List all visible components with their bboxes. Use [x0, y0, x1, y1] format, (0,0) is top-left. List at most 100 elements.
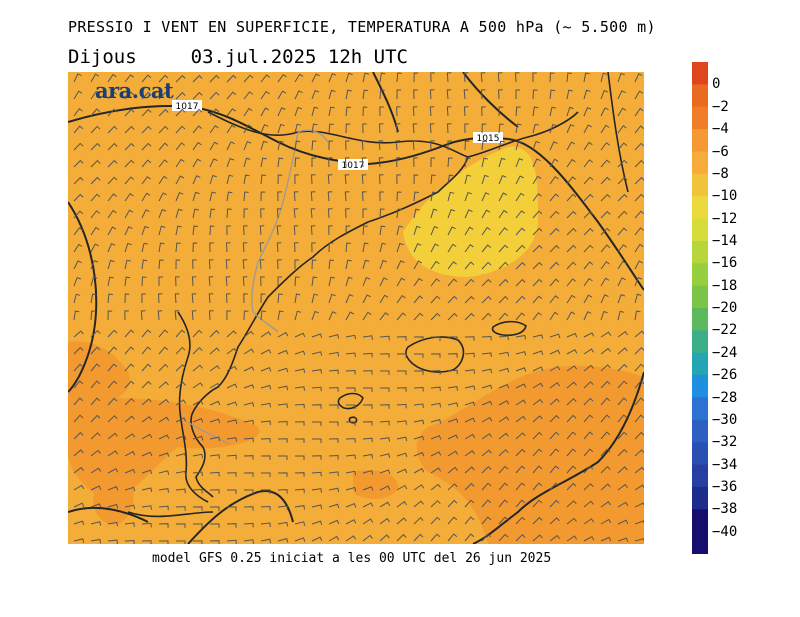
- wind-barb: [174, 310, 180, 321]
- wind-barb: [362, 352, 373, 358]
- wind-barb: [549, 278, 560, 287]
- wind-barb: [346, 404, 356, 409]
- wind-barb: [345, 106, 352, 117]
- wind-barb: [600, 124, 610, 134]
- wind-barb: [73, 159, 84, 168]
- wind-barb: [345, 454, 356, 460]
- wind-barb: [158, 259, 164, 270]
- wind-barb: [345, 486, 357, 492]
- wind-barb: [634, 125, 644, 134]
- wind-barb: [583, 72, 590, 83]
- wind-barb: [141, 346, 152, 355]
- wind-barb: [566, 500, 577, 508]
- wind-barb: [617, 397, 628, 406]
- wind-barb: [124, 310, 129, 321]
- wind-barb: [379, 294, 389, 304]
- colorbar-label: −40: [712, 523, 738, 540]
- wind-barb: [225, 242, 231, 253]
- wind-barb: [413, 419, 425, 425]
- wind-barb: [141, 108, 152, 117]
- wind-barb: [481, 261, 492, 270]
- wind-barb: [226, 437, 237, 442]
- wind-barb: [141, 259, 148, 270]
- wind-barb: [294, 488, 305, 494]
- wind-barb: [532, 415, 543, 423]
- wind-barb: [532, 158, 541, 168]
- wind-barb: [362, 518, 374, 525]
- wind-barb: [277, 123, 285, 134]
- wind-barb: [481, 157, 488, 168]
- wind-barb: [362, 421, 373, 426]
- wind-barb: [107, 450, 119, 457]
- wind-barb: [175, 276, 180, 287]
- wind-barb: [311, 471, 322, 477]
- wind-barb: [311, 520, 323, 526]
- wind-barb: [446, 123, 452, 134]
- wind-barb: [141, 91, 152, 100]
- wind-barb: [464, 516, 475, 525]
- wind-barb: [362, 225, 368, 236]
- wind-barb: [532, 175, 542, 185]
- wind-barb: [378, 123, 384, 134]
- wind-barb: [532, 106, 539, 117]
- wind-barb: [412, 123, 418, 134]
- wind-barb: [430, 157, 436, 168]
- wind-barb: [583, 348, 595, 355]
- wind-barb: [158, 434, 170, 440]
- wind-barb: [226, 225, 231, 236]
- wind-barb: [278, 455, 288, 460]
- wind-barb: [90, 90, 100, 100]
- wind-barb: [430, 467, 442, 474]
- wind-barb: [277, 191, 282, 202]
- wind-barb: [209, 141, 219, 151]
- colorbar-segment: [692, 352, 708, 376]
- wind-barb: [243, 330, 254, 338]
- wind-barb: [225, 259, 231, 270]
- wind-barb: [277, 472, 288, 477]
- wind-barb: [176, 540, 186, 544]
- wind-barb: [158, 452, 170, 457]
- wind-barb: [600, 331, 612, 338]
- wind-barb: [463, 89, 469, 100]
- wind-barb: [566, 294, 576, 304]
- wind-barb: [328, 157, 333, 168]
- wind-barb: [447, 434, 459, 440]
- wind-barb: [243, 539, 254, 544]
- wind-barb: [498, 533, 509, 542]
- wind-barb: [617, 277, 626, 287]
- wind-barb: [107, 397, 118, 406]
- wind-barb: [294, 421, 305, 426]
- wind-barb: [124, 539, 135, 544]
- wind-barb: [328, 123, 334, 134]
- wind-barb: [328, 471, 339, 476]
- wind-barb: [379, 353, 390, 358]
- wind-barb: [293, 225, 299, 236]
- colorbar-label: −10: [712, 188, 738, 205]
- wind-barb: [413, 191, 419, 202]
- wind-barb: [600, 89, 609, 100]
- wind-barb: [379, 453, 391, 458]
- wind-barb: [617, 90, 626, 100]
- wind-barb: [430, 278, 441, 287]
- coastline-valencia: [195, 446, 214, 498]
- wind-barb: [413, 157, 418, 168]
- wind-barb: [515, 157, 524, 168]
- wind-barb: [175, 242, 181, 253]
- wind-barb: [73, 90, 83, 100]
- wind-barb: [617, 193, 628, 202]
- wind-barb: [208, 276, 214, 287]
- island-mallorca: [405, 336, 465, 373]
- wind-barb: [259, 225, 265, 236]
- weather-map: 1017 1017 1015: [68, 72, 644, 544]
- wind-barb: [532, 295, 543, 304]
- wind-barb: [328, 293, 336, 304]
- wind-barb: [447, 450, 459, 457]
- wind-barb: [260, 191, 266, 202]
- wind-barb: [158, 505, 169, 511]
- wind-barb: [107, 468, 119, 474]
- wind-barb: [107, 73, 117, 83]
- wind-barb: [566, 311, 576, 321]
- wind-barb: [498, 383, 510, 389]
- wind-barb: [617, 519, 629, 525]
- wind-barb: [226, 174, 234, 185]
